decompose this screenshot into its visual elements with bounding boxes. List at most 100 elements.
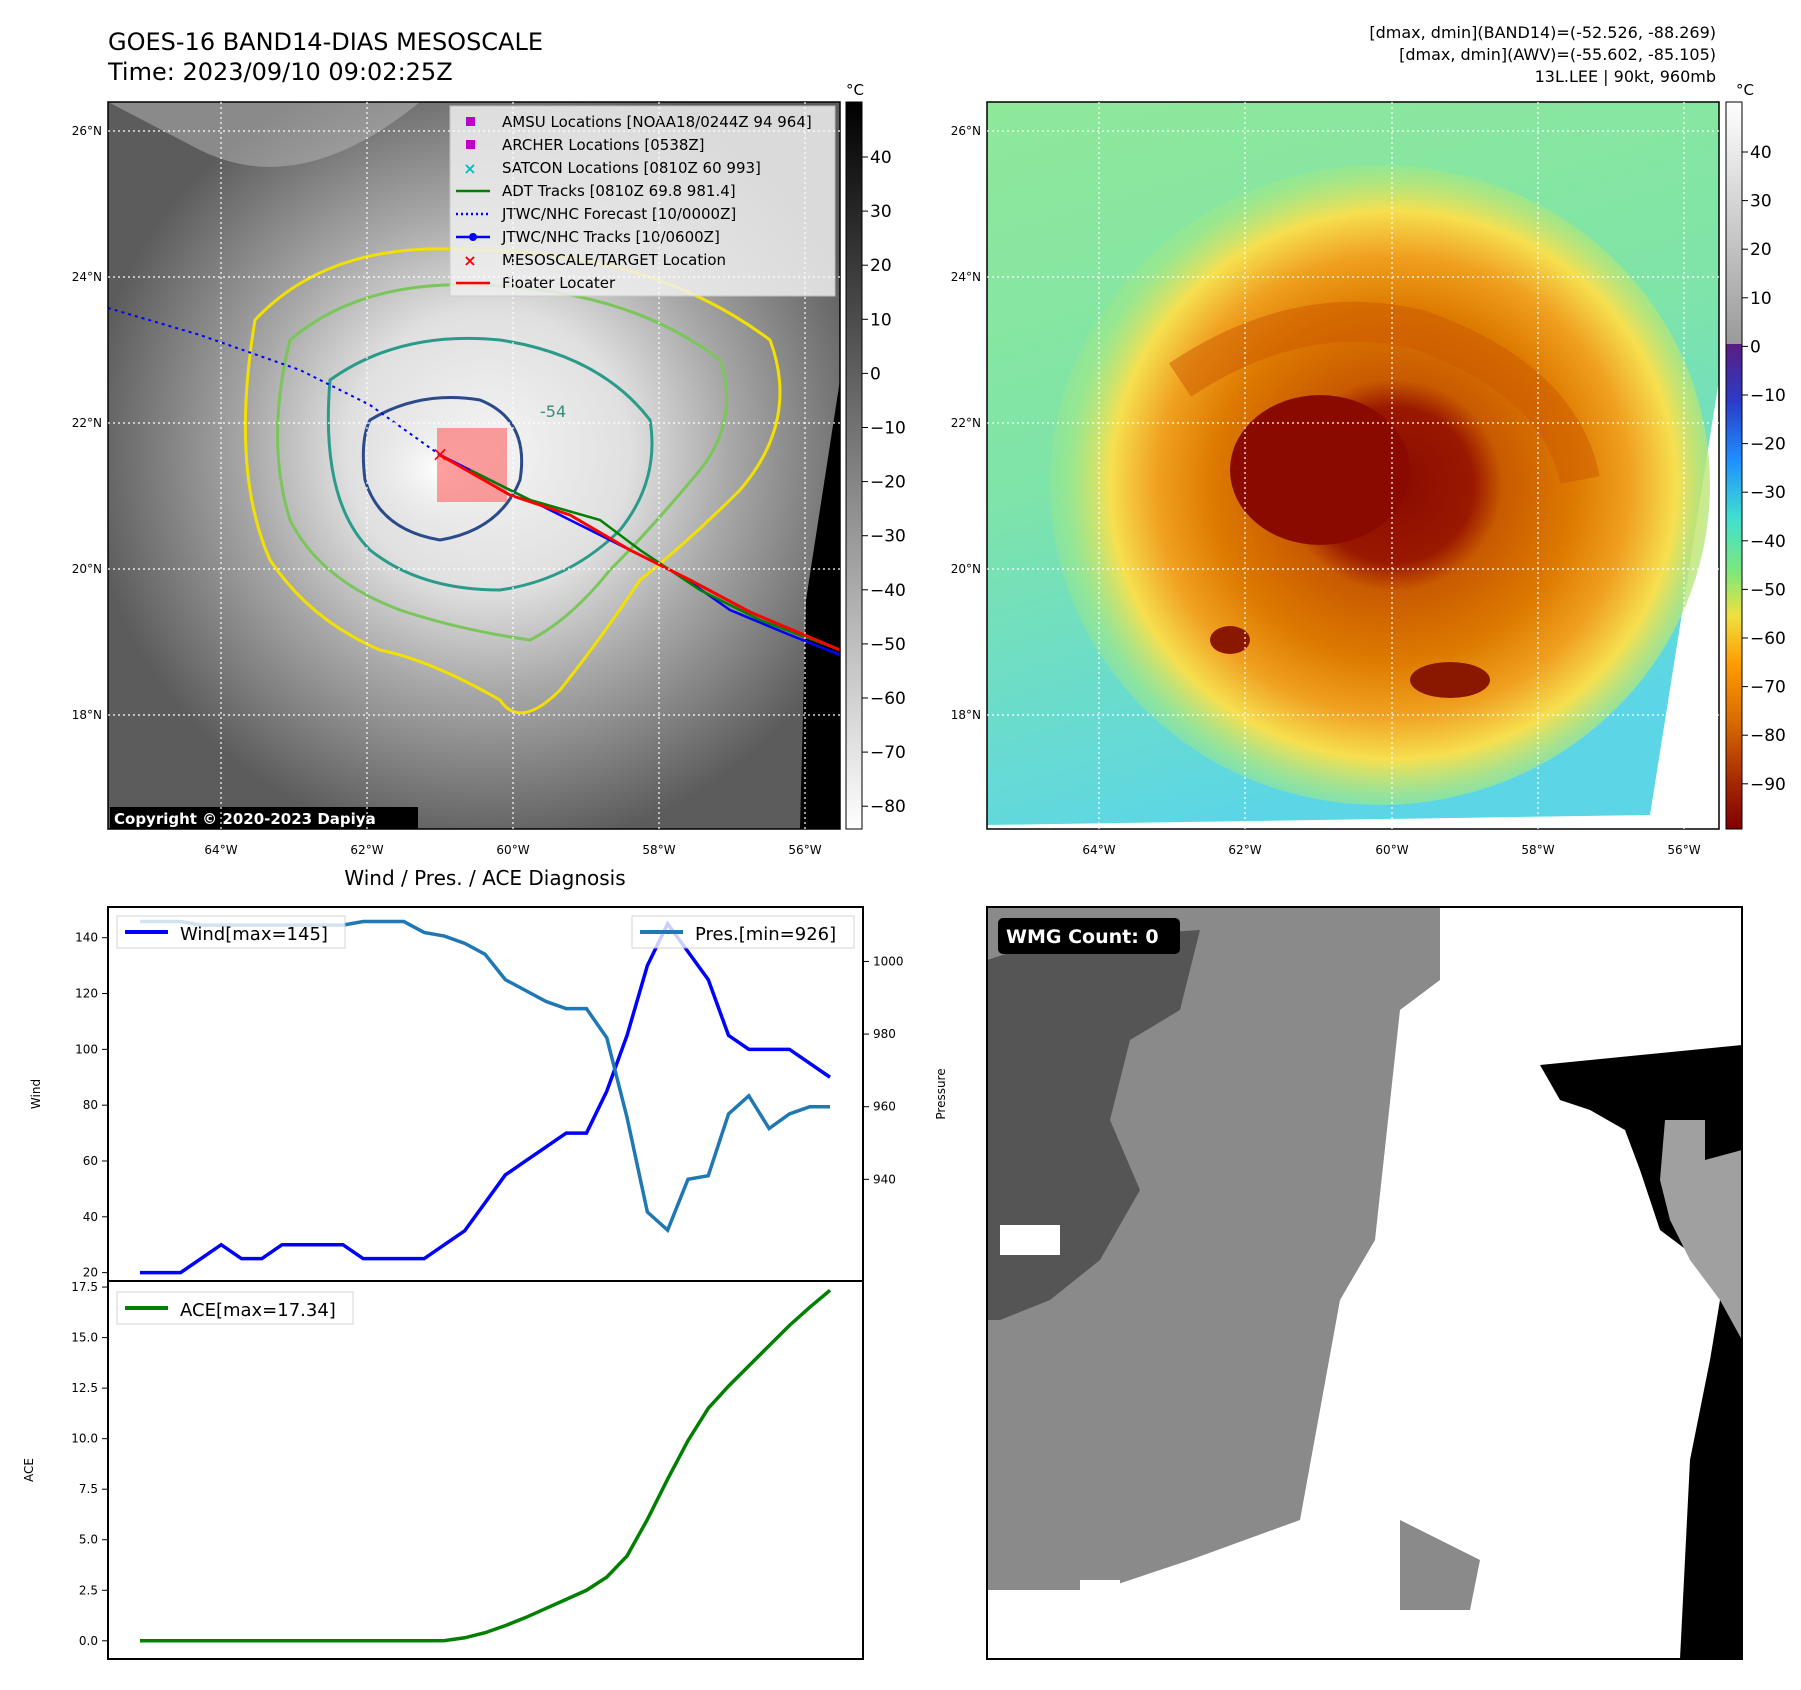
ace-tick-label: 12.5 (71, 1381, 98, 1395)
wind-tick-label: 120 (75, 987, 98, 1001)
lat-label: 20°N (951, 562, 981, 576)
wind-tick-label: 80 (83, 1098, 98, 1112)
ace-tick-label: 5.0 (79, 1533, 98, 1547)
wind-tick-label: 40 (83, 1210, 98, 1224)
right-colorbar-tick: −40 (1750, 532, 1786, 552)
right-colorbar-unit: °C (1736, 81, 1754, 99)
left-colorbar-tick: −40 (870, 581, 906, 601)
legend-entry: ADT Tracks [0810Z 69.8 981.4] (456, 182, 736, 200)
left-colorbar-tick: −10 (870, 419, 906, 439)
ace-series-line (140, 1288, 832, 1643)
lon-label: 62°W (1228, 843, 1261, 857)
lat-label: 24°N (72, 270, 102, 284)
ace-axis-label: ACE (22, 1458, 36, 1482)
contour-inner (326, 336, 654, 592)
legend-label: SATCON Locations [0810Z 60 993] (502, 159, 761, 177)
lon-label: 56°W (1667, 843, 1700, 857)
pres-legend: Pres.[min=926] (631, 915, 855, 949)
lat-label: 18°N (72, 708, 102, 722)
right-colorbar-tick: −60 (1750, 629, 1786, 649)
wind-axis-label: Wind (29, 1079, 43, 1109)
left-colorbar-tick: −60 (870, 689, 906, 709)
legend-label: AMSU Locations [NOAA18/0244Z 94 964] (502, 113, 812, 131)
lon-label: 60°W (496, 843, 529, 857)
legend-label: Floater Locater (502, 274, 616, 292)
right-colorbar-tick: −10 (1750, 386, 1786, 406)
legend-entry: ARCHER Locations [0538Z] (466, 136, 705, 154)
lon-label: 64°W (1082, 843, 1115, 857)
lon-label: 58°W (642, 843, 675, 857)
legend-entry: JTWC/NHC Forecast [10/0000Z] (456, 205, 736, 223)
pressure-tick-label: 960 (873, 1100, 896, 1114)
ace-tick-label: 17.5 (71, 1280, 98, 1294)
storm-info: 13L.LEE | 90kt, 960mb (1535, 67, 1716, 86)
ace-tick-label: 0.0 (79, 1634, 98, 1648)
legend-entry: × SATCON Locations [0810Z 60 993] (463, 159, 761, 178)
right-colorbar-tick: −30 (1750, 483, 1786, 503)
ace-tick-label: 15.0 (71, 1331, 98, 1345)
target-marker: × (432, 442, 449, 466)
lon-label: 58°W (1521, 843, 1554, 857)
lat-label: 26°N (72, 124, 102, 138)
ace-tick-label: 7.5 (79, 1482, 98, 1496)
pres-legend-label: Pres.[min=926] (695, 924, 836, 945)
svg-text:×: × (463, 251, 476, 270)
left-colorbar-tick: −50 (870, 635, 906, 655)
figure-title: GOES-16 BAND14-DIAS MESOSCALE (108, 28, 543, 56)
right-colorbar-tick: 20 (1750, 240, 1772, 260)
right-colorbar-tick: −20 (1750, 435, 1786, 455)
ace-legend-label: ACE[max=17.34] (180, 1300, 336, 1321)
left-colorbar (845, 101, 863, 830)
eye-region (1230, 395, 1410, 545)
legend-entry: AMSU Locations [NOAA18/0244Z 94 964] (466, 113, 812, 131)
legend-label: ARCHER Locations [0538Z] (502, 136, 705, 154)
wind-tick-label: 100 (75, 1042, 98, 1056)
left-colorbar-tick: 10 (870, 310, 892, 330)
left-colorbar-tick: 40 (870, 148, 892, 168)
right-colorbar (1725, 101, 1743, 830)
lon-label: 60°W (1375, 843, 1408, 857)
left-colorbar-tick: 0 (870, 364, 881, 384)
diagnosis-title: Wind / Pres. / ACE Diagnosis (344, 866, 625, 890)
stats-band14: [dmax, dmin](BAND14)=(-52.526, -88.269) (1369, 23, 1716, 42)
lat-label: 18°N (951, 708, 981, 722)
left-colorbar-unit: °C (846, 81, 864, 99)
legend-label: ADT Tracks [0810Z 69.8 981.4] (502, 182, 736, 200)
pressure-tick-label: 940 (873, 1172, 896, 1186)
lat-label: 22°N (951, 416, 981, 430)
floater-box (437, 428, 507, 502)
wind-tick-label: 20 (83, 1266, 98, 1280)
wind-pres-chart: Wind Pressure 20 40 60 80 100 120 140 940 960 98… (29, 906, 948, 1282)
legend-entry: Floater Locater (456, 274, 616, 292)
copyright: Copyright © 2020-2023 Dapiya (114, 810, 376, 828)
lon-label: 62°W (350, 843, 383, 857)
right-colorbar-tick: −50 (1750, 580, 1786, 600)
right-colorbar-tick: 30 (1750, 192, 1772, 212)
wind-legend: Wind[max=145] (116, 915, 346, 949)
left-colorbar-tick: −30 (870, 527, 906, 547)
legend-label: MESOSCALE/TARGET Location (502, 251, 726, 269)
right-colorbar-tick: −90 (1750, 775, 1786, 795)
adt-track (469, 468, 840, 652)
legend-label: JTWC/NHC Forecast [10/0000Z] (501, 205, 736, 223)
stats-awv: [dmax, dmin](AWV)=(-55.602, -85.105) (1399, 45, 1716, 64)
wind-tick-label: 140 (75, 931, 98, 945)
wind-legend-label: Wind[max=145] (180, 924, 328, 945)
svg-text:×: × (463, 159, 476, 178)
lat-label: 20°N (72, 562, 102, 576)
pressure-tick-label: 1000 (873, 954, 904, 968)
right-colorbar-tick: 0 (1750, 337, 1761, 357)
lon-label: 64°W (204, 843, 237, 857)
wind-series-line (140, 920, 831, 1275)
ace-tick-label: 10.0 (71, 1432, 98, 1446)
wind-tick-label: 60 (83, 1154, 98, 1168)
left-colorbar-tick: −20 (870, 473, 906, 493)
legend-entry: × MESOSCALE/TARGET Location (463, 251, 726, 270)
legend-label: JTWC/NHC Tracks [10/0600Z] (501, 228, 720, 246)
right-colorbar-tick: 10 (1750, 289, 1772, 309)
floater-track (439, 453, 840, 652)
figure-time: Time: 2023/09/10 09:02:25Z (107, 58, 453, 86)
contour-label: -54 (540, 402, 566, 421)
lat-label: 24°N (951, 270, 981, 284)
